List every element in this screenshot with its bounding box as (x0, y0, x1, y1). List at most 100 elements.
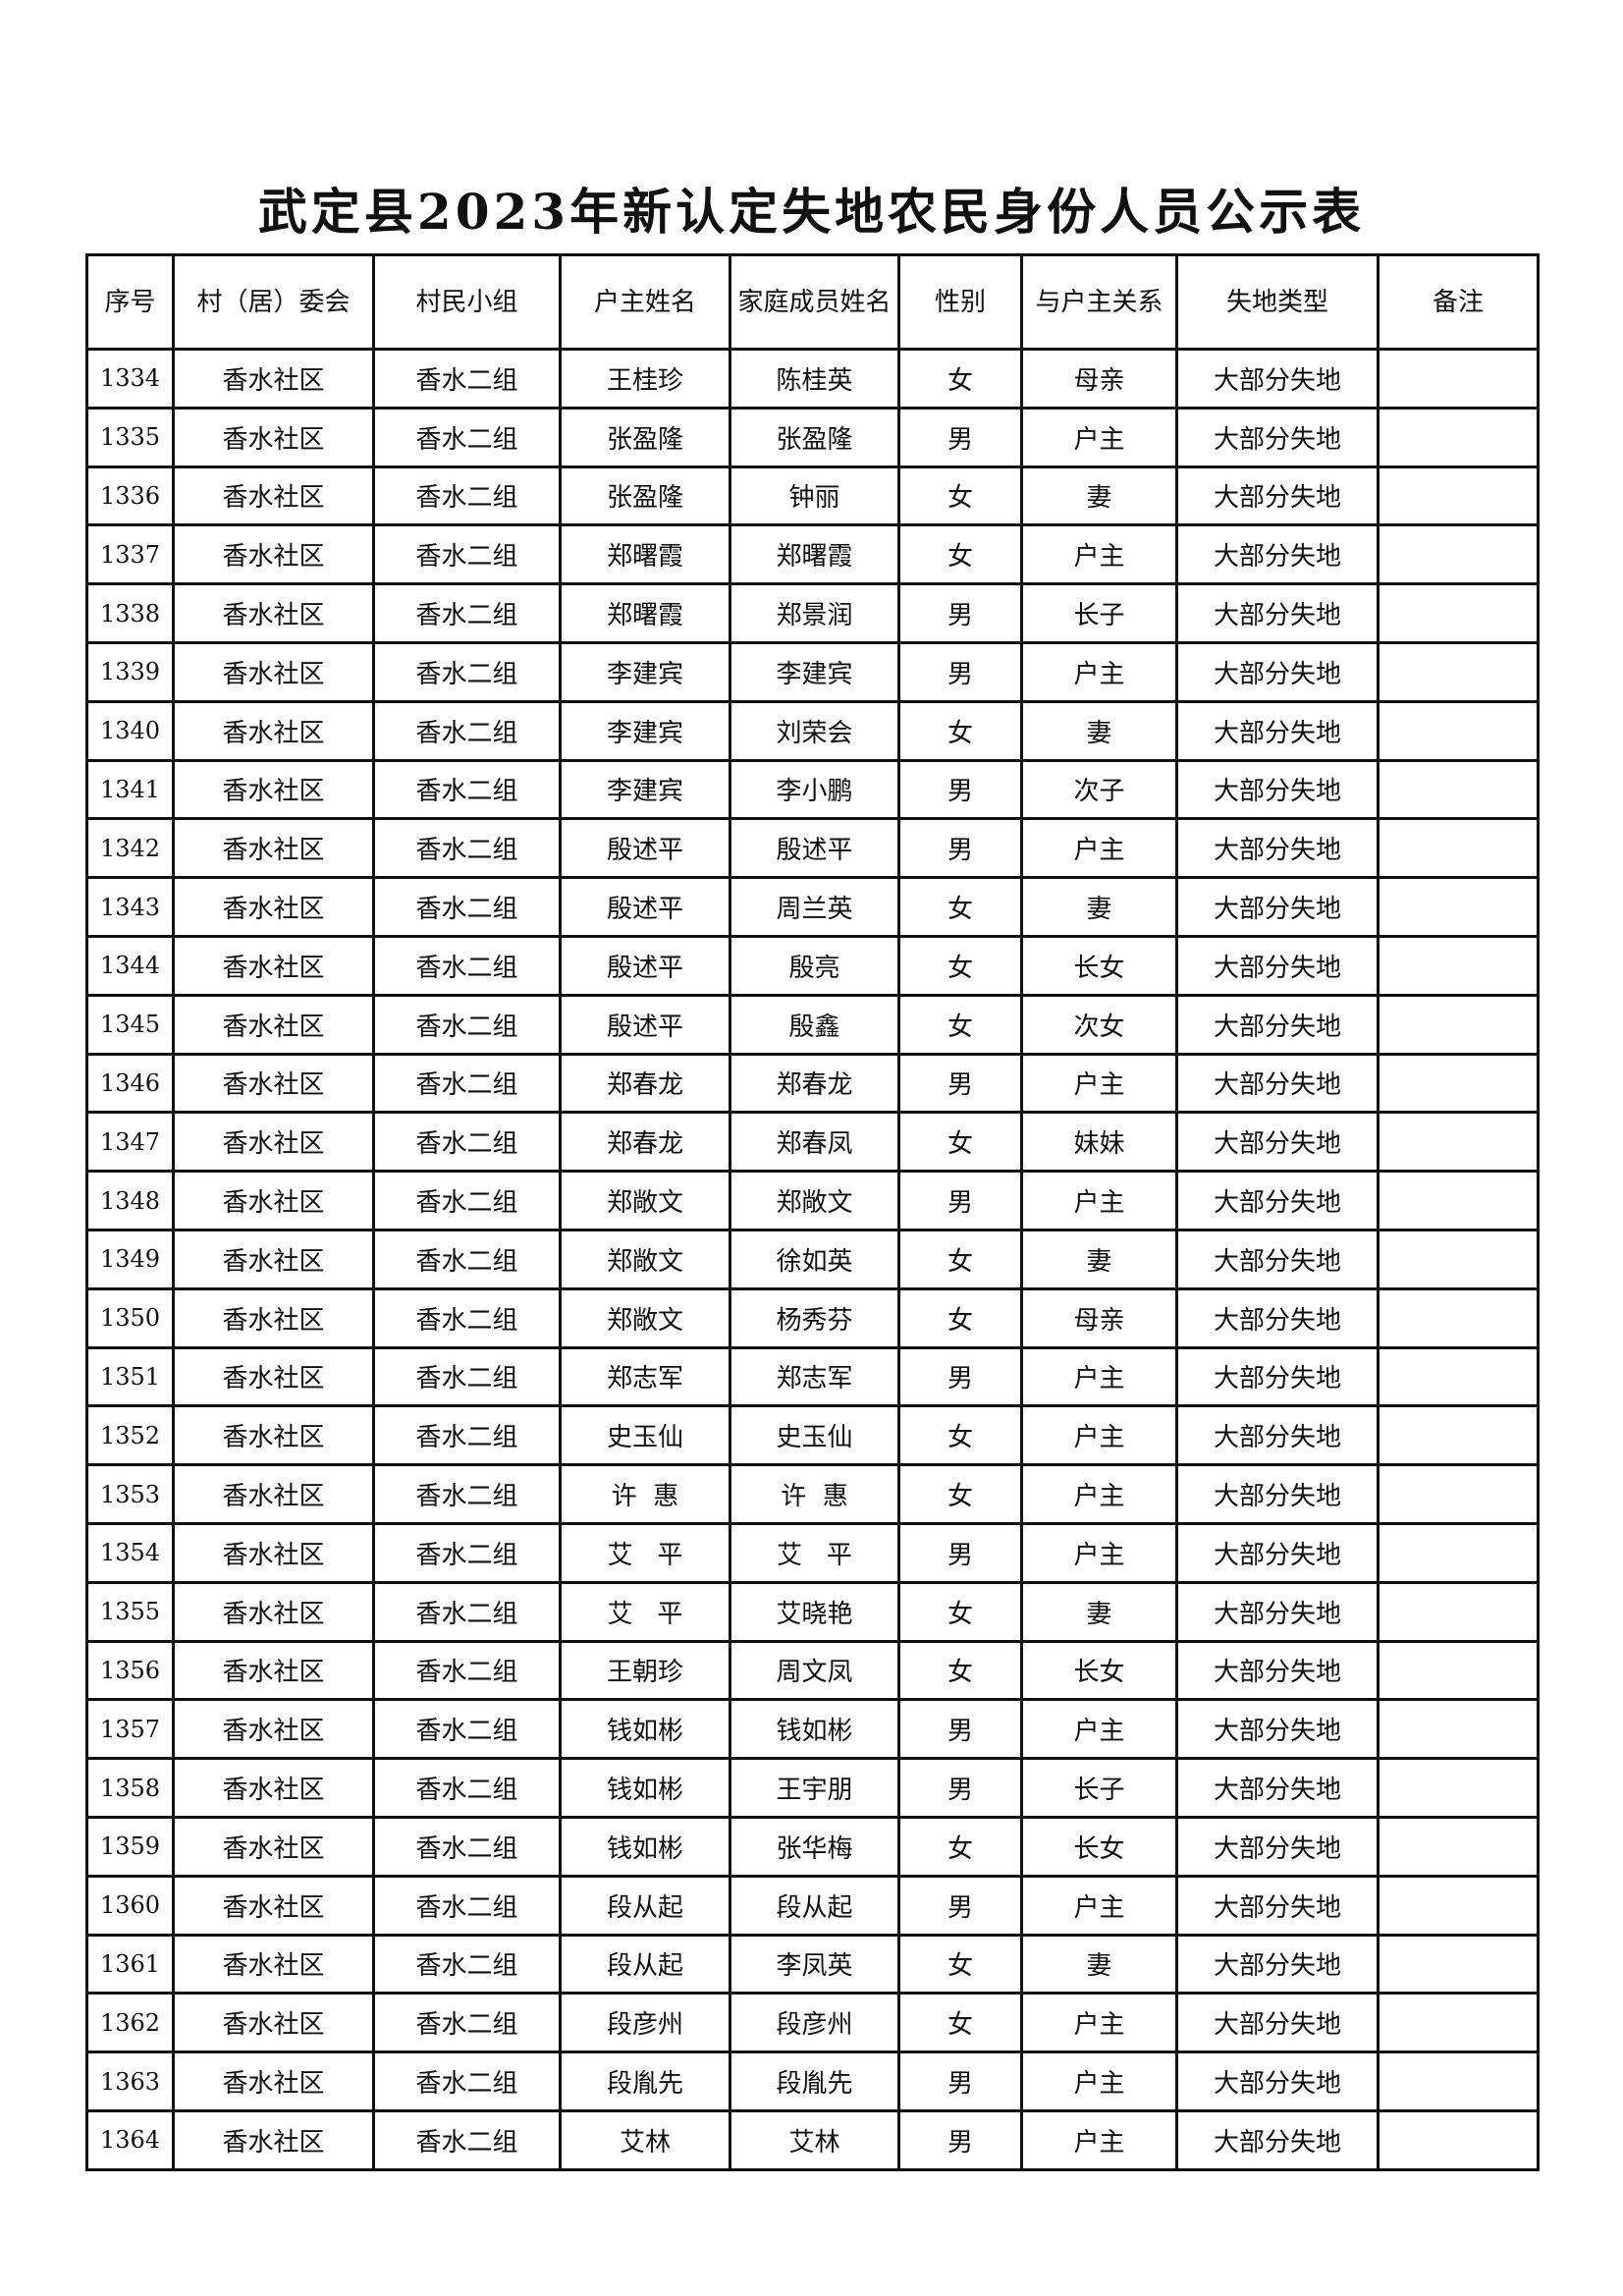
cell-col-head-name: 王朝珍 (559, 1639, 731, 1702)
cell-col-sex: 男 (897, 2108, 1023, 2171)
cell-col-member-name: 许 惠 (729, 1463, 900, 1525)
cell-col-group: 香水二组 (372, 758, 562, 821)
cell-col-member-name: 李凤英 (729, 1933, 900, 1995)
header-col-group: 村民小组 (372, 253, 562, 351)
cell-col-remarks (1377, 876, 1540, 938)
cell-col-member-name: 钟丽 (729, 465, 900, 527)
cell-col-relation: 户主 (1020, 1521, 1178, 1584)
cell-col-sex: 女 (897, 1404, 1023, 1467)
cell-col-member-name: 段从起 (729, 1874, 900, 1937)
cell-col-sex: 女 (897, 1111, 1023, 1174)
table-row: 1344 香水社区 香水二组 殷述平 殷亮女长女 大部分失地 (85, 934, 1540, 997)
cell-col-head-name: 钱如彬 (559, 1698, 731, 1761)
cell-col-sex: 男 (897, 758, 1023, 821)
cell-col-remarks (1377, 465, 1540, 527)
cell-col-index: 1345 (85, 993, 175, 1056)
cell-col-relation: 户主 (1020, 406, 1178, 468)
table-row: 1359 香水社区 香水二组 钱如彬 张华梅女长女 大部分失地 (85, 1815, 1540, 1878)
page-title: 武定县2023年新认定失地农民身份人员公示表 (257, 183, 1366, 241)
cell-col-land-loss-type: 大部分失地 (1175, 1874, 1380, 1937)
cell-col-member-name: 段彦州 (729, 1992, 900, 2054)
cell-col-index: 1353 (85, 1463, 175, 1525)
header-col-land-loss-type: 失地类型 (1175, 253, 1380, 351)
header-col-remarks: 备注 (1377, 253, 1540, 351)
cell-col-remarks (1377, 1345, 1540, 1408)
cell-col-group: 香水二组 (372, 1992, 562, 2054)
cell-col-group: 香水二组 (372, 1698, 562, 1761)
cell-col-sex: 男 (897, 1521, 1023, 1584)
cell-col-land-loss-type: 大部分失地 (1175, 348, 1380, 410)
cell-col-group: 香水二组 (372, 1463, 562, 1525)
cell-col-index: 1347 (85, 1111, 175, 1174)
cell-col-remarks (1377, 817, 1540, 880)
cell-col-committee: 香水社区 (172, 876, 375, 938)
cell-col-head-name: 钱如彬 (559, 1815, 731, 1878)
cell-col-head-name: 张盈隆 (559, 465, 731, 527)
cell-col-head-name: 郑曙霞 (559, 523, 731, 586)
cell-col-group: 香水二组 (372, 523, 562, 586)
cell-col-remarks (1377, 640, 1540, 703)
cell-col-head-name: 郑敞文 (559, 1170, 731, 1231)
cell-col-member-name: 王宇朋 (729, 1757, 900, 1819)
cell-col-group: 香水二组 (372, 1639, 562, 1702)
cell-col-member-name: 徐如英 (729, 1228, 900, 1290)
cell-col-land-loss-type: 大部分失地 (1175, 1228, 1380, 1290)
cell-col-index: 1344 (85, 934, 175, 997)
cell-col-index: 1359 (85, 1815, 175, 1878)
cell-col-land-loss-type: 大部分失地 (1175, 758, 1380, 821)
cell-col-index: 1338 (85, 582, 175, 644)
cell-col-relation: 长女 (1020, 934, 1178, 997)
cell-col-remarks (1377, 1757, 1540, 1819)
cell-col-relation: 长子 (1020, 1757, 1178, 1819)
roster-table: 序号 村（居）委会 村民小组 户主姓名 家庭成员姓名 性别 与户主关系 失地类型 备注 1334… (85, 253, 1540, 2171)
cell-col-relation: 户主 (1020, 1170, 1178, 1231)
cell-col-index: 1335 (85, 406, 175, 468)
cell-col-land-loss-type: 大部分失地 (1175, 1639, 1380, 1702)
cell-col-member-name: 郑敞文 (729, 1170, 900, 1231)
cell-col-sex: 女 (897, 1580, 1023, 1643)
cell-col-index: 1350 (85, 1286, 175, 1349)
cell-col-remarks (1377, 1874, 1540, 1937)
cell-col-land-loss-type: 大部分失地 (1175, 1580, 1380, 1643)
table-row: 1356 香水社区 香水二组 王朝珍 周文凤女长女 大部分失地 (85, 1639, 1540, 1702)
table-row: 1358 香水社区 香水二组 钱如彬 王宇朋男长子 大部分失地 (85, 1757, 1540, 1819)
cell-col-committee: 香水社区 (172, 1757, 375, 1819)
cell-col-group: 香水二组 (372, 1815, 562, 1878)
cell-col-head-name: 艾林 (559, 2108, 731, 2171)
cell-col-remarks (1377, 1170, 1540, 1231)
cell-col-land-loss-type: 大部分失地 (1175, 699, 1380, 762)
cell-col-group: 香水二组 (372, 406, 562, 468)
cell-col-group: 香水二组 (372, 934, 562, 997)
cell-col-group: 香水二组 (372, 699, 562, 762)
cell-col-relation: 妹妹 (1020, 1111, 1178, 1174)
cell-col-land-loss-type: 大部分失地 (1175, 2050, 1380, 2112)
cell-col-sex: 男 (897, 1698, 1023, 1761)
table-row: 1362 香水社区 香水二组 段彦州 段彦州女户主 大部分失地 (85, 1992, 1540, 2054)
cell-col-relation: 户主 (1020, 1345, 1178, 1408)
cell-col-committee: 香水社区 (172, 1992, 375, 2054)
cell-col-relation: 妻 (1020, 699, 1178, 762)
cell-col-land-loss-type: 大部分失地 (1175, 1815, 1380, 1878)
cell-col-group: 香水二组 (372, 1170, 562, 1231)
cell-col-head-name: 李建宾 (559, 640, 731, 703)
cell-col-committee: 香水社区 (172, 1521, 375, 1584)
cell-col-member-name: 周兰英 (729, 876, 900, 938)
cell-col-remarks (1377, 1111, 1540, 1174)
cell-col-head-name: 艾 平 (559, 1580, 731, 1643)
cell-col-remarks (1377, 1933, 1540, 1995)
cell-col-committee: 香水社区 (172, 1170, 375, 1231)
cell-col-member-name: 郑曙霞 (729, 523, 900, 586)
cell-col-relation: 长女 (1020, 1815, 1178, 1878)
cell-col-remarks (1377, 758, 1540, 821)
cell-col-land-loss-type: 大部分失地 (1175, 1286, 1380, 1349)
cell-col-remarks (1377, 1698, 1540, 1761)
cell-col-group: 香水二组 (372, 2108, 562, 2171)
header-row: 序号 村（居）委会 村民小组 户主姓名 家庭成员姓名 性别 与户主关系 失地类型 备注 (85, 253, 1540, 351)
cell-col-land-loss-type: 大部分失地 (1175, 465, 1380, 527)
cell-col-land-loss-type: 大部分失地 (1175, 406, 1380, 468)
cell-col-head-name: 段胤先 (559, 2050, 731, 2112)
cell-col-head-name: 段彦州 (559, 1992, 731, 2054)
cell-col-group: 香水二组 (372, 817, 562, 880)
cell-col-committee: 香水社区 (172, 523, 375, 586)
table-row: 1341 香水社区 香水二组 李建宾 李小鹏男次子 大部分失地 (85, 758, 1540, 821)
